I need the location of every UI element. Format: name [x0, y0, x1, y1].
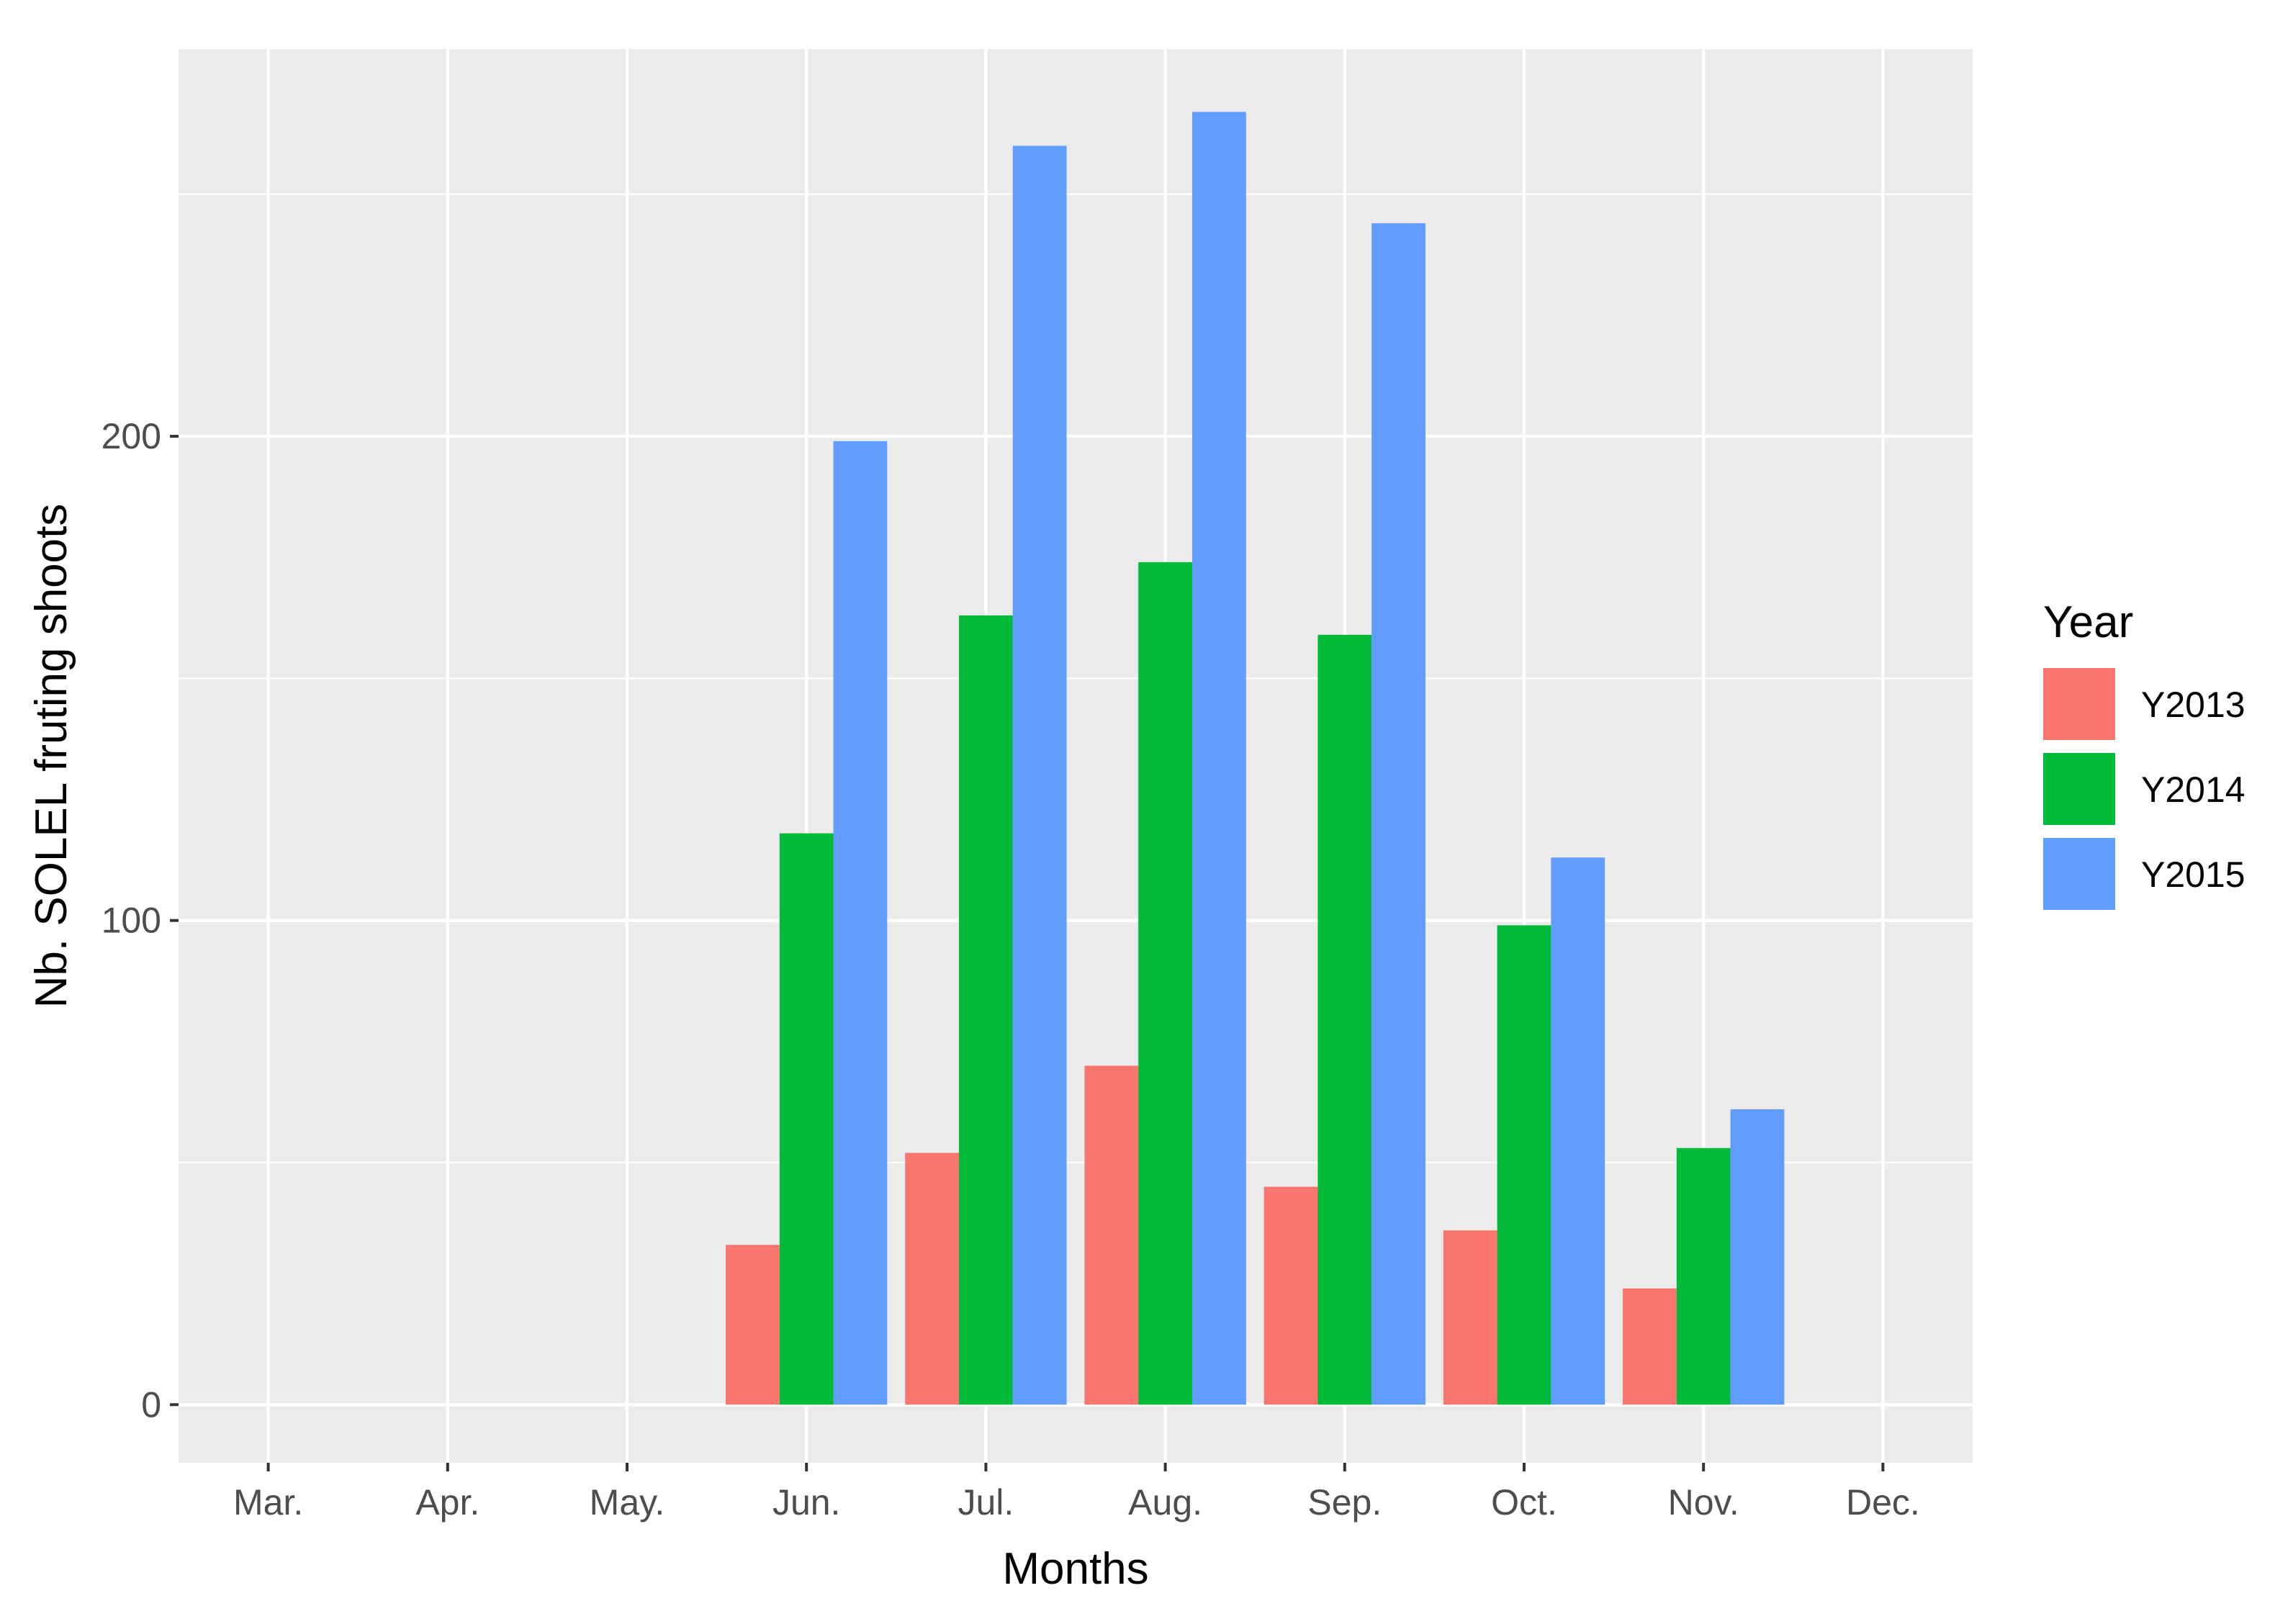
bar-y2014-oct [1497, 925, 1551, 1405]
legend-key-y2015 [2043, 838, 2115, 910]
x-tick-label: Apr. [415, 1482, 479, 1522]
x-tick-label: Jun. [772, 1482, 841, 1522]
x-axis-title: Months [1002, 1544, 1148, 1594]
legend-key-y2014 [2043, 753, 2115, 825]
bar-y2014-aug [1138, 561, 1192, 1405]
x-tick-label: Sep. [1307, 1482, 1382, 1522]
bar-y2015-nov [1730, 1109, 1785, 1405]
x-tick-label: May. [590, 1482, 665, 1522]
bar-y2013-aug [1084, 1065, 1139, 1405]
x-axis: Mar. Apr. May. Jun. Jul. Aug. Sep. Oct. Nov. Dec. [233, 1463, 1920, 1522]
x-tick-label: Oct. [1491, 1482, 1557, 1522]
x-tick-label: Mar. [233, 1482, 303, 1522]
bar-y2015-aug [1191, 112, 1246, 1405]
x-tick-label: Aug. [1128, 1482, 1202, 1522]
y-axis: 0 100 200 [102, 416, 179, 1425]
bar-y2013-jun [726, 1245, 780, 1405]
plot-panel [179, 49, 1973, 1463]
bar-y2015-jun [833, 441, 888, 1405]
legend-title: Year [2043, 597, 2133, 647]
legend: Year Y2013 Y2014 Y2015 [2043, 597, 2245, 910]
y-tick-label: 100 [102, 901, 161, 941]
bar-y2013-oct [1443, 1230, 1497, 1405]
bar-y2015-jul [1012, 145, 1067, 1405]
legend-label-y2013: Y2013 [2141, 685, 2245, 725]
bar-y2014-jul [959, 615, 1013, 1405]
y-tick-label: 200 [102, 416, 161, 456]
bar-y2014-sep [1317, 634, 1372, 1405]
x-tick-label: Nov. [1668, 1482, 1739, 1522]
bar-y2014-nov [1676, 1147, 1731, 1405]
y-tick-label: 0 [141, 1384, 161, 1425]
legend-key-y2013 [2043, 668, 2115, 740]
bar-y2015-sep [1371, 223, 1425, 1405]
y-axis-title: Nb. SOLEL fruting shoots [27, 504, 76, 1009]
bar-y2013-jul [905, 1152, 960, 1405]
legend-label-y2014: Y2014 [2141, 770, 2245, 810]
minor-gridlines [179, 193, 1973, 1164]
bar-y2013-sep [1263, 1186, 1318, 1405]
bars [726, 112, 1785, 1405]
bar-y2015-oct [1551, 857, 1605, 1405]
x-tick-label: Dec. [1846, 1482, 1920, 1522]
legend-label-y2015: Y2015 [2141, 854, 2245, 895]
bar-y2013-nov [1623, 1288, 1677, 1405]
bar-y2014-jun [779, 833, 834, 1405]
x-tick-label: Jul. [958, 1482, 1014, 1522]
